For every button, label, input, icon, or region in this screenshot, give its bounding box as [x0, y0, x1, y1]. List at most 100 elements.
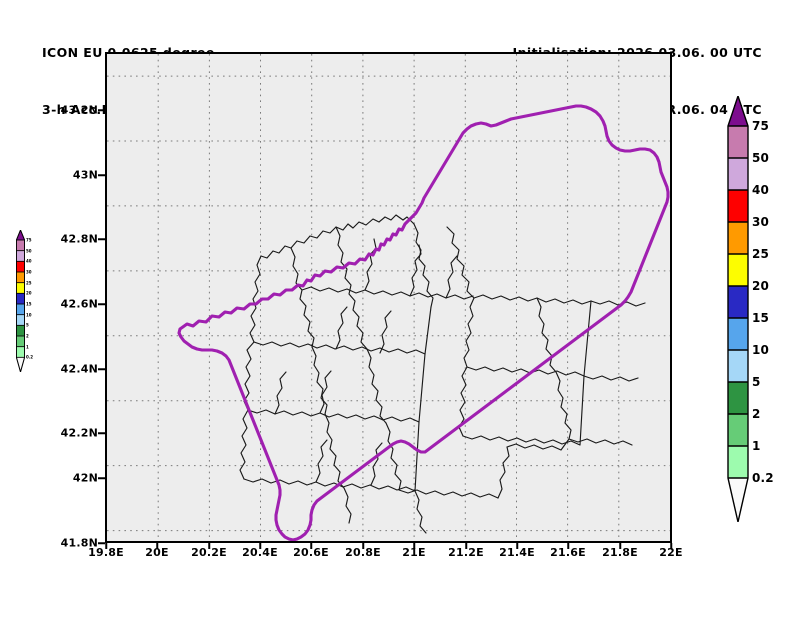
colorbar-small-band	[16, 250, 25, 262]
xtick-mark	[310, 543, 312, 549]
map-background	[107, 54, 670, 541]
colorbar-band	[728, 350, 748, 382]
colorbar-small-label-30: 30	[26, 269, 32, 275]
xtick-label-19.8E: 19.8E	[88, 546, 124, 559]
colorbar-band	[728, 414, 748, 446]
colorbar-over-arrow	[728, 96, 748, 126]
xtick-label-20E: 20E	[145, 546, 169, 559]
colorbar-band	[728, 126, 748, 158]
colorbar-small-band	[16, 314, 25, 326]
xtick-label-20.8E: 20.8E	[345, 546, 381, 559]
ytick-label-42.6N: 42.6N	[60, 297, 98, 311]
colorbar-small-label-75: 75	[26, 237, 32, 243]
ytick-label-43.2N: 43.2N	[60, 103, 98, 117]
colorbar-band	[728, 222, 748, 254]
colorbar-band	[728, 318, 748, 350]
xtick-mark	[208, 543, 210, 549]
colorbar-label-30: 30	[752, 215, 770, 229]
xtick-mark	[465, 543, 467, 549]
ytick-mark	[98, 542, 105, 544]
colorbar-small-label-0.2: 0.2	[26, 354, 34, 360]
xtick-label-21.8E: 21.8E	[602, 546, 638, 559]
colorbar-small-band	[16, 336, 25, 347]
colorbar-small-label-40: 40	[26, 258, 32, 264]
xtick-label-20.4E: 20.4E	[242, 546, 278, 559]
ytick-mark	[98, 368, 105, 370]
colorbar-label-50: 50	[752, 151, 770, 165]
ytick-label-42.2N: 42.2N	[60, 426, 98, 440]
xtick-label-21E: 21E	[402, 546, 426, 559]
ytick-label-43N: 43N	[72, 168, 98, 182]
xtick-mark	[413, 543, 415, 549]
xtick-mark	[516, 543, 518, 549]
xtick-mark	[259, 543, 261, 549]
colorbar-small-label-1: 1	[26, 344, 29, 350]
xtick-label-22E: 22E	[659, 546, 683, 559]
xtick-mark	[105, 543, 107, 549]
xtick-mark	[619, 543, 621, 549]
colorbar-small-band	[16, 293, 25, 304]
colorbar-small-swatches	[16, 230, 25, 372]
ytick-mark	[98, 238, 105, 240]
colorbar-label-0.2: 0.2	[752, 471, 774, 485]
colorbar-small-label-15: 15	[26, 301, 32, 307]
precipitation-colorbar: 75 50 40 30 25 20 15 10 5 2 1 0.2	[727, 96, 774, 522]
xtick-mark	[670, 543, 672, 549]
xtick-mark	[362, 543, 364, 549]
xtick-label-20.6E: 20.6E	[293, 546, 329, 559]
colorbar-band	[728, 446, 748, 478]
xtick-mark	[567, 543, 569, 549]
ytick-mark	[98, 303, 105, 305]
colorbar-label-20: 20	[752, 279, 770, 293]
colorbar-small-label-50: 50	[26, 248, 32, 254]
colorbar-label-1: 1	[752, 439, 761, 453]
ytick-label-42.8N: 42.8N	[60, 232, 98, 246]
colorbar-small-over-arrow	[16, 230, 25, 240]
national-border-kosovo	[177, 104, 670, 541]
precipitation-colorbar-small: 75 50 40 30 25 20 15 10 5 2 1 0.2	[16, 230, 33, 372]
map-plot-panel	[105, 52, 672, 543]
xtick-label-20.2E: 20.2E	[191, 546, 227, 559]
colorbar-small-label-2: 2	[26, 333, 29, 339]
colorbar-small-under-arrow	[16, 357, 25, 372]
colorbar-band	[728, 286, 748, 318]
ytick-mark	[98, 174, 105, 176]
colorbar-label-40: 40	[752, 183, 770, 197]
ytick-label-42.4N: 42.4N	[60, 362, 98, 376]
colorbar-small-label-20: 20	[26, 290, 32, 296]
xtick-mark	[156, 543, 158, 549]
colorbar-small-outline	[16, 230, 25, 372]
colorbar-small-band	[16, 304, 25, 315]
map-canvas	[107, 54, 670, 541]
colorbar-small-band	[16, 282, 25, 294]
colorbar-small-label-10: 10	[26, 312, 32, 318]
xtick-label-21.2E: 21.2E	[448, 546, 484, 559]
colorbar-label-15: 15	[752, 311, 770, 325]
colorbar-band	[728, 382, 748, 414]
colorbar-band	[728, 158, 748, 190]
ytick-label-41.8N: 41.8N	[60, 536, 98, 550]
colorbar-small-band	[16, 272, 25, 283]
colorbar-under-arrow	[728, 478, 748, 522]
ytick-mark	[98, 109, 105, 111]
xtick-label-21.6E: 21.6E	[550, 546, 586, 559]
ytick-mark	[98, 477, 105, 479]
map-gridlines	[107, 54, 670, 541]
colorbar-band	[728, 190, 748, 222]
colorbar-label-75: 75	[752, 119, 770, 133]
colorbar-label-5: 5	[752, 375, 761, 389]
colorbar-small-band	[16, 346, 25, 358]
colorbar-small-band	[16, 261, 25, 272]
colorbar-band	[728, 254, 748, 286]
ytick-label-42N: 42N	[72, 471, 98, 485]
colorbar-label-25: 25	[752, 247, 770, 261]
colorbar-small-label-5: 5	[26, 322, 29, 328]
ytick-mark	[98, 432, 105, 434]
colorbar-swatches	[727, 96, 749, 522]
colorbar-small-band	[16, 240, 25, 251]
colorbar-label-2: 2	[752, 407, 761, 421]
colorbar-label-10: 10	[752, 343, 770, 357]
admin-boundaries	[239, 214, 646, 534]
xtick-label-21.4E: 21.4E	[499, 546, 535, 559]
colorbar-small-label-25: 25	[26, 280, 32, 286]
